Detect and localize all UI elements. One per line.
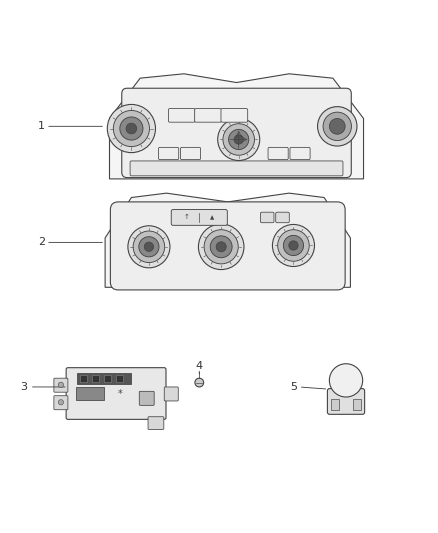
Text: 2: 2	[38, 237, 45, 247]
Polygon shape	[110, 74, 364, 179]
Bar	[353, 399, 361, 410]
Text: 4: 4	[196, 361, 203, 372]
Circle shape	[198, 224, 244, 270]
Text: 1: 1	[38, 122, 45, 131]
Circle shape	[216, 242, 226, 252]
Bar	[104, 375, 111, 382]
Text: 3: 3	[21, 382, 28, 392]
Circle shape	[272, 224, 314, 266]
Circle shape	[289, 241, 298, 250]
Circle shape	[223, 124, 254, 155]
FancyBboxPatch shape	[268, 147, 288, 159]
FancyBboxPatch shape	[290, 147, 310, 159]
FancyBboxPatch shape	[328, 389, 364, 414]
Circle shape	[128, 226, 170, 268]
Circle shape	[204, 230, 238, 264]
Circle shape	[210, 236, 232, 258]
Bar	[80, 375, 87, 382]
Bar	[76, 386, 104, 400]
FancyBboxPatch shape	[221, 109, 248, 122]
FancyBboxPatch shape	[171, 209, 227, 225]
Text: ▲: ▲	[210, 215, 215, 220]
Bar	[331, 399, 339, 410]
Circle shape	[323, 112, 351, 141]
Circle shape	[218, 118, 260, 160]
Circle shape	[139, 237, 159, 257]
Circle shape	[329, 118, 345, 134]
Bar	[92, 375, 99, 382]
Circle shape	[58, 382, 64, 387]
Circle shape	[58, 400, 64, 405]
Circle shape	[329, 364, 363, 397]
Circle shape	[283, 236, 304, 255]
Circle shape	[107, 104, 155, 152]
Polygon shape	[105, 193, 350, 287]
FancyBboxPatch shape	[168, 109, 195, 122]
Text: *: *	[118, 389, 123, 399]
Circle shape	[126, 123, 137, 134]
Circle shape	[318, 107, 357, 146]
FancyBboxPatch shape	[180, 147, 201, 159]
Circle shape	[278, 230, 309, 261]
FancyBboxPatch shape	[139, 391, 154, 405]
Circle shape	[113, 110, 149, 147]
FancyBboxPatch shape	[130, 161, 343, 176]
FancyBboxPatch shape	[194, 109, 221, 122]
Circle shape	[195, 378, 204, 387]
FancyBboxPatch shape	[148, 417, 164, 430]
FancyBboxPatch shape	[260, 212, 274, 223]
FancyBboxPatch shape	[110, 202, 345, 290]
FancyBboxPatch shape	[66, 368, 166, 419]
Circle shape	[133, 231, 165, 263]
FancyBboxPatch shape	[276, 212, 290, 223]
FancyBboxPatch shape	[164, 387, 178, 401]
Text: ↑: ↑	[183, 214, 189, 221]
FancyBboxPatch shape	[54, 395, 68, 410]
FancyBboxPatch shape	[122, 88, 351, 177]
Bar	[116, 375, 123, 382]
FancyBboxPatch shape	[159, 147, 179, 159]
Text: 5: 5	[290, 382, 297, 392]
FancyBboxPatch shape	[54, 378, 68, 392]
Circle shape	[144, 242, 154, 252]
Circle shape	[120, 117, 143, 140]
Circle shape	[229, 130, 249, 150]
Circle shape	[234, 135, 244, 144]
Bar	[77, 373, 131, 384]
